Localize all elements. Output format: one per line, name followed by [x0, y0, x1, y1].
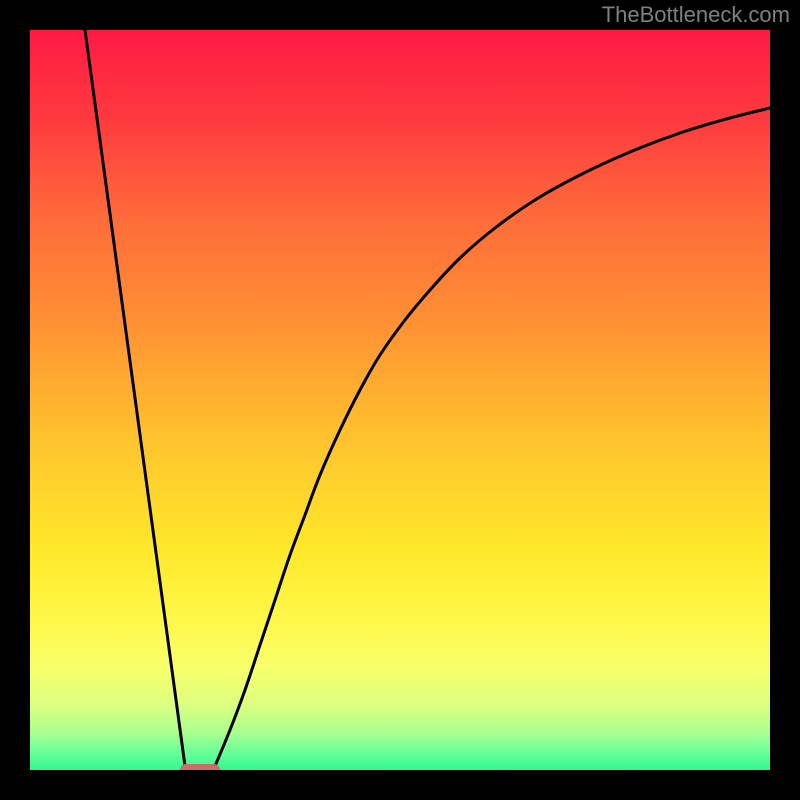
watermark-text: TheBottleneck.com: [602, 2, 790, 28]
chart-svg: [30, 30, 770, 770]
optimal-point-marker: [180, 764, 220, 770]
bottleneck-chart: [30, 30, 770, 770]
